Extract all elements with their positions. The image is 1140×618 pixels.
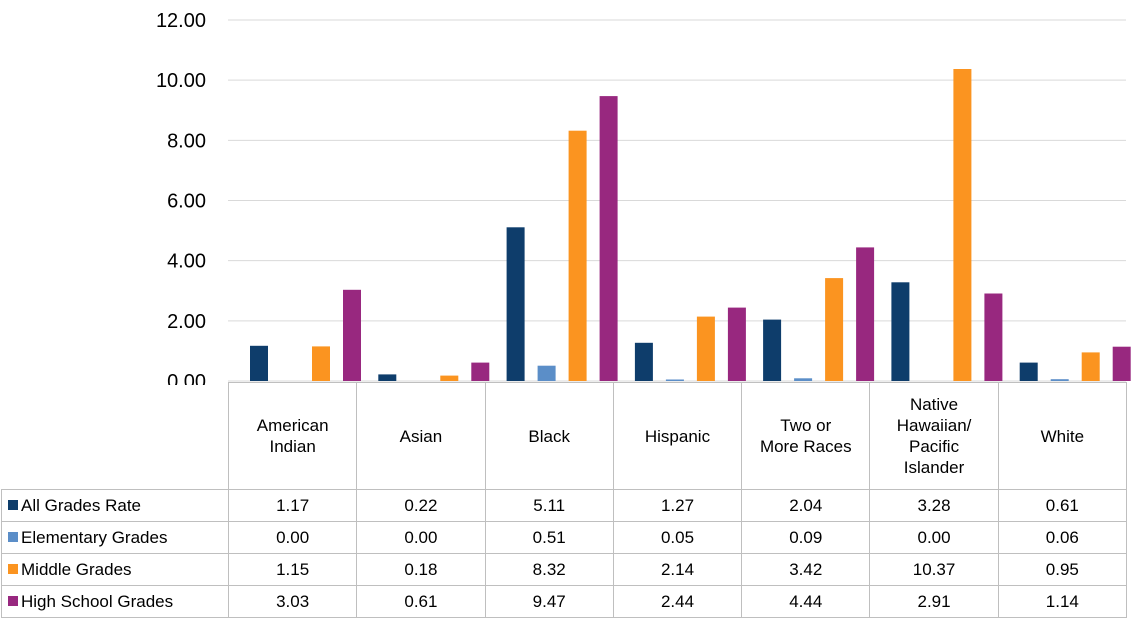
bar [1019,362,1038,381]
chart-plot: 0.00 2.00 4.00 6.00 8.00 10.00 12.00 [156,10,1131,385]
bar [343,289,361,381]
bar [856,247,875,381]
legend-entry: Middle Grades [1,553,229,586]
bar [568,130,587,381]
data-label: 0.00 [356,521,486,554]
bar [825,278,844,381]
data-label: 2.91 [869,585,999,618]
x-tick-label: American Indian [227,382,358,490]
data-label: 3.28 [869,489,999,522]
data-label: 1.14 [997,585,1127,618]
data-label: 0.05 [612,521,743,554]
data-label: 0.18 [356,553,486,586]
x-tick-label: Black [484,382,614,490]
y-axis-ticks: 0.00 2.00 4.00 6.00 8.00 10.00 12.00 [156,10,206,385]
bar [891,282,910,381]
legend-row: All Grades Rate [1,489,229,522]
legend-swatch [8,596,18,607]
data-label: 1.15 [227,553,358,586]
data-label: 0.06 [997,521,1127,554]
legend-swatch [8,500,18,511]
data-label: 5.11 [484,489,614,522]
y-tick-label: 8.00 [167,130,206,152]
bar [727,307,746,381]
data-label: 2.14 [612,553,743,586]
data-table: American Indian Asian Black Hispanic Two or Mo… [227,382,1127,618]
x-tick-label: Two or More Races [741,382,871,490]
y-tick-label: 6.00 [167,191,206,213]
legend-label: All Grades Rate [21,495,141,515]
data-label: 1.17 [227,489,358,522]
x-tick-label: Native Hawaiian/Pacific Islander [869,382,999,490]
data-label: 0.00 [227,521,358,554]
table-row: 1.15 0.18 8.32 2.14 3.42 10.37 0.95 [227,553,1127,586]
gridlines [228,19,1126,382]
bar [1112,346,1131,381]
y-tick-label: 0.00 [167,371,206,385]
bar [506,227,525,381]
legend-label: High School Grades [21,591,174,611]
data-label: 4.44 [741,585,871,618]
data-label: 10.37 [869,553,999,586]
data-label: 2.44 [612,585,743,618]
bar [599,96,618,381]
legend-row: Elementary Grades [1,521,229,554]
data-label: 0.61 [997,489,1127,522]
y-tick-label: 2.00 [167,311,206,333]
bar [378,374,397,381]
data-label: 0.22 [356,489,486,522]
x-tick-label: White [997,382,1127,490]
y-tick-label: 10.00 [156,70,206,92]
data-label: 1.27 [612,489,743,522]
bar [1081,352,1100,381]
data-label: 0.95 [997,553,1127,586]
data-label: 9.47 [484,585,614,618]
data-label: 2.04 [741,489,871,522]
data-label: 0.61 [356,585,486,618]
data-label: 3.03 [227,585,358,618]
y-tick-label: 4.00 [167,251,206,273]
bar [537,365,556,381]
bar [634,342,653,381]
table-row: 0.00 0.00 0.51 0.05 0.09 0.00 0.06 [227,521,1127,554]
bar [250,345,268,381]
data-label: 0.51 [484,521,614,554]
category-row: American Indian Asian Black Hispanic Two or Mo… [227,382,1127,490]
legend-entry: All Grades Rate [1,489,229,522]
bar [696,316,715,381]
bar [794,378,813,381]
bar [471,362,490,381]
x-tick-label: Asian [356,382,486,490]
bar [953,69,972,381]
legend-swatch [8,564,18,575]
legend-label: Middle Grades [21,559,132,579]
data-label: 3.42 [741,553,871,586]
legend-row: Middle Grades [1,553,229,586]
x-tick-label: Hispanic [612,382,743,490]
bar [665,379,684,381]
bar [312,346,330,381]
legend-row: High School Grades [1,585,229,618]
legend-entry: High School Grades [1,585,229,618]
bar [763,319,782,381]
legend-swatch [8,532,18,543]
table-row: 3.03 0.61 9.47 2.44 4.44 2.91 1.14 [227,585,1127,618]
legend: All Grades Rate Elementary Grades Middle G… [1,489,229,618]
bar [440,375,459,381]
bar [1050,379,1069,381]
bars [250,69,1131,381]
y-tick-label: 12.00 [156,10,206,32]
legend-label: Elementary Grades [21,527,168,547]
data-label: 8.32 [484,553,614,586]
data-label: 0.09 [741,521,871,554]
table-row: 1.17 0.22 5.11 1.27 2.04 3.28 0.61 [227,489,1127,522]
data-label: 0.00 [869,521,999,554]
bar [984,293,1003,381]
legend-entry: Elementary Grades [1,521,229,554]
